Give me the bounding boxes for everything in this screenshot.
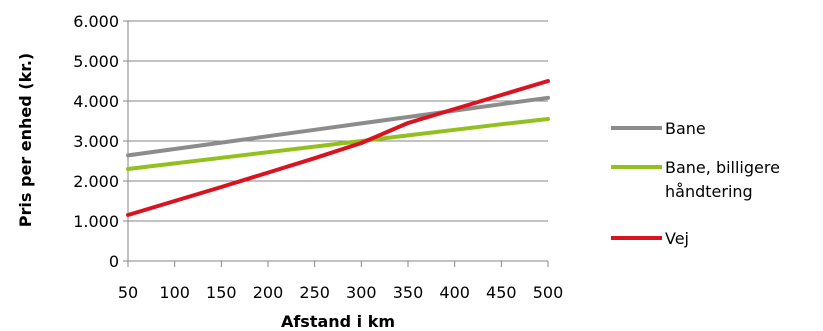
y-tick-label: 3.000: [73, 132, 119, 151]
legend-label-vej: Vej: [665, 229, 689, 248]
x-tick-label: 50: [118, 283, 138, 302]
series-line-bane-billigere-h-ndtering: [126, 117, 550, 171]
x-tick-label: 450: [486, 283, 517, 302]
series-lines: [126, 79, 550, 217]
series-line-bane: [126, 95, 550, 158]
legend-label-bane-billigere-h-ndtering: Bane, billigere håndtering: [665, 158, 780, 201]
x-tick-label: 200: [253, 283, 284, 302]
x-tick-label: 350: [393, 283, 424, 302]
y-tick-label: 6.000: [73, 12, 119, 31]
y-axis-title: Pris per enhed (kr.): [16, 53, 35, 227]
y-tick-label: 4.000: [73, 92, 119, 111]
x-axis-ticks: 50 100 150 200 250 300 350 400 450 500: [118, 261, 563, 302]
y-tick-label: 0: [109, 252, 119, 271]
x-axis-title: Afstand i km: [281, 312, 395, 331]
legend: Bane Bane, billigere håndtering Vej: [611, 119, 780, 248]
y-tick-label: 5.000: [73, 52, 119, 71]
y-tick-label: 2.000: [73, 172, 119, 191]
x-tick-label: 300: [346, 283, 377, 302]
x-tick-label: 250: [299, 283, 330, 302]
series-line-vej: [126, 79, 550, 217]
x-tick-label: 150: [206, 283, 237, 302]
y-axis-ticks: 0 1.000 2.000 3.000 4.000 5.000 6.000: [73, 12, 128, 271]
x-tick-label: 400: [439, 283, 470, 302]
x-tick-label: 500: [533, 283, 564, 302]
y-tick-label: 1.000: [73, 212, 119, 231]
x-tick-label: 100: [159, 283, 190, 302]
gridlines: [128, 20, 548, 222]
legend-label-bane: Bane: [665, 119, 706, 138]
